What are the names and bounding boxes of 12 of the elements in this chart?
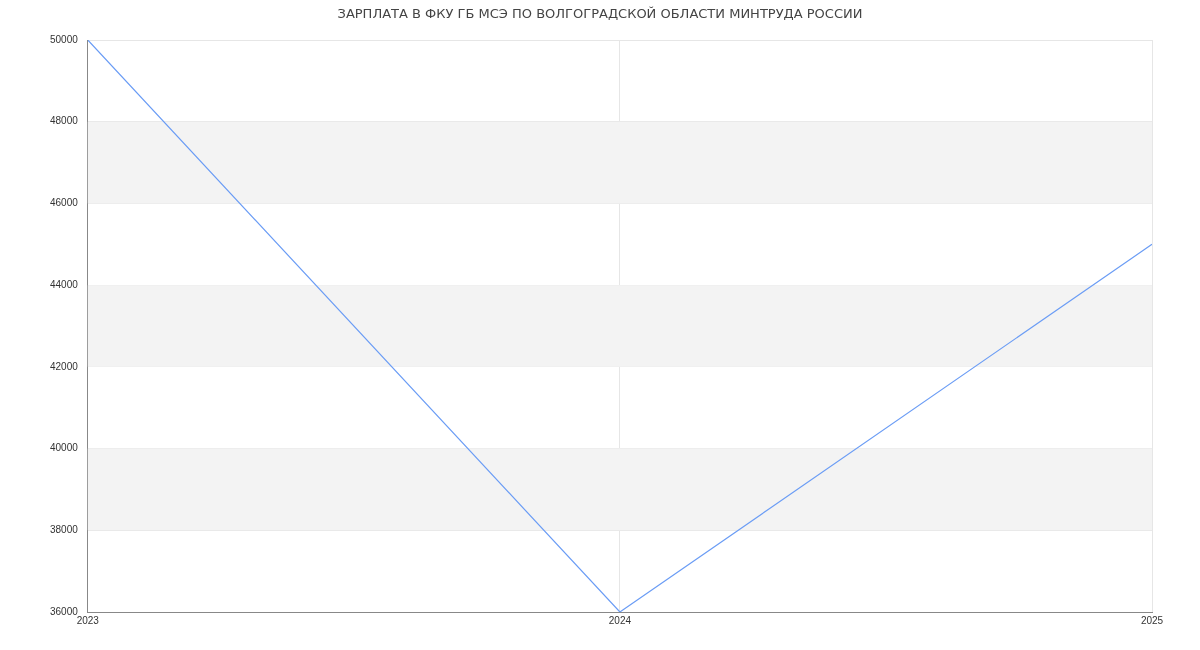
y-tick-label: 50000 bbox=[50, 33, 79, 45]
y-tick-label: 48000 bbox=[50, 115, 79, 127]
x-tick-label: 2023 bbox=[76, 614, 100, 626]
y-tick-label: 38000 bbox=[50, 524, 79, 536]
x-tick-label: 2024 bbox=[608, 614, 632, 626]
x-tick-label: 2025 bbox=[1140, 614, 1164, 626]
y-tick-label: 46000 bbox=[50, 197, 79, 209]
chart-title: ЗАРПЛАТА В ФКУ ГБ МСЭ ПО ВОЛГОГРАДСКОЙ ОБЛАСТИ МИНТРУДА РОССИИ bbox=[336, 6, 864, 21]
y-tick-label: 42000 bbox=[50, 360, 79, 372]
y-tick-label: 44000 bbox=[50, 278, 79, 290]
y-tick-label: 36000 bbox=[50, 605, 79, 617]
y-tick-label: 40000 bbox=[50, 442, 79, 454]
